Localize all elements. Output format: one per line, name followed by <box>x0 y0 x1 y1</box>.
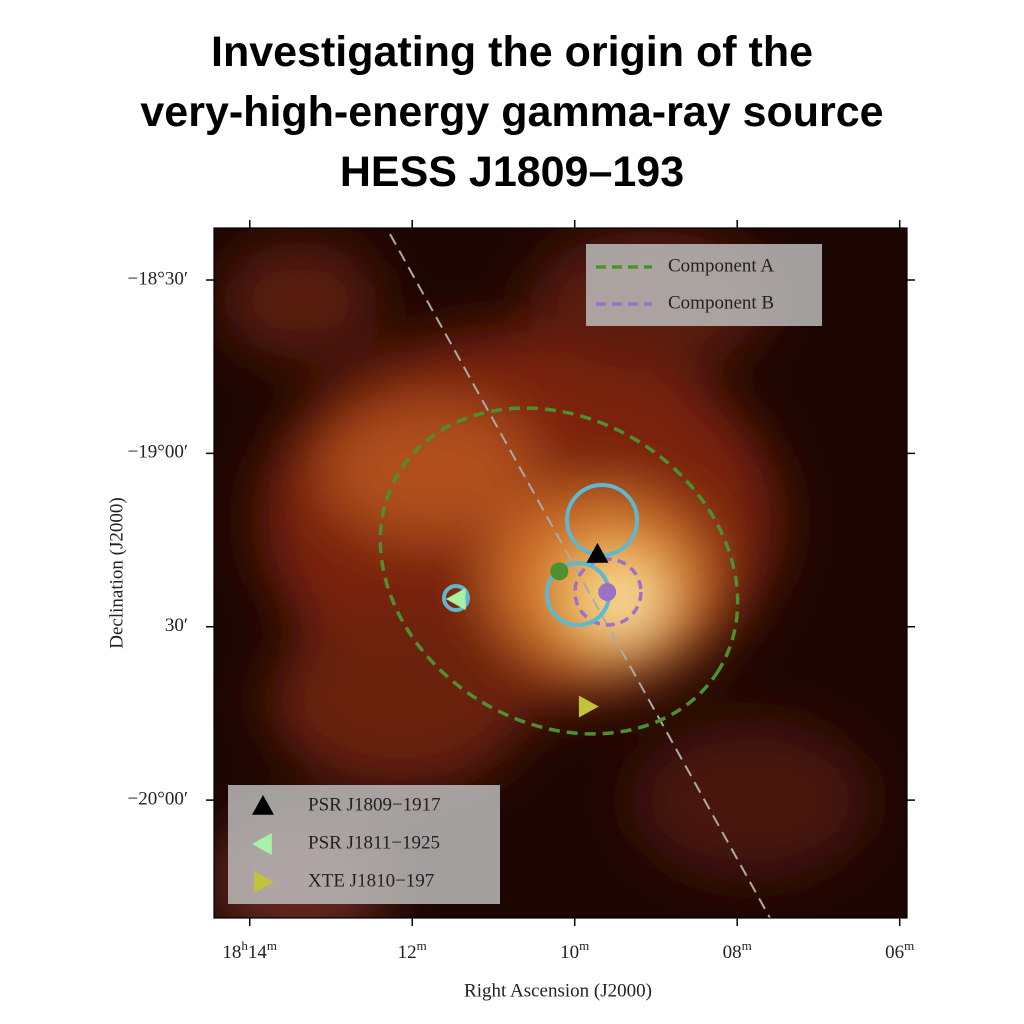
legend-label: PSR J1809−1917 <box>308 794 441 815</box>
legend-swatch <box>252 833 272 855</box>
component-centroid <box>550 562 569 581</box>
source-marker <box>586 542 609 563</box>
legend-swatch <box>252 795 274 815</box>
legend-label: Component A <box>668 255 774 276</box>
title-line: Investigating the origin of the <box>211 28 813 76</box>
title-line: HESS J1809–193 <box>339 148 685 196</box>
y-axis-label: Declination (J2000) <box>106 497 127 648</box>
plot-frame <box>213 227 908 919</box>
title-line: very-high-energy gamma-ray source <box>140 88 884 136</box>
title: Investigating the origin of the very-hig… <box>0 22 1024 202</box>
legend-swatch <box>254 871 274 893</box>
y-tick-label: −18°30′ <box>128 268 188 289</box>
x-tick-label: 06m <box>885 938 914 963</box>
y-tick-label: −20°00′ <box>128 788 188 809</box>
legend-label: XTE J1810−197 <box>308 870 434 891</box>
legend-label: PSR J1811−1925 <box>308 832 440 853</box>
component-a-extent <box>378 406 740 736</box>
x-tick-label: 18h14m <box>222 938 277 963</box>
component-b-extent <box>573 557 643 627</box>
x-axis-label: Right Ascension (J2000) <box>464 980 652 1001</box>
x-tick-label: 12m <box>398 938 427 963</box>
legend-box <box>586 244 822 326</box>
y-tick-label: 30′ <box>165 615 188 636</box>
legend-label: Component B <box>668 292 774 313</box>
x-tick-label: 08m <box>723 938 752 963</box>
x-tick-label: 10m <box>560 938 589 963</box>
source-marker <box>578 695 599 718</box>
y-tick-label: −19°00′ <box>128 442 188 463</box>
legend-box <box>228 785 500 904</box>
component-centroid <box>598 583 617 602</box>
error-circle <box>442 584 470 612</box>
source-marker <box>445 588 466 611</box>
